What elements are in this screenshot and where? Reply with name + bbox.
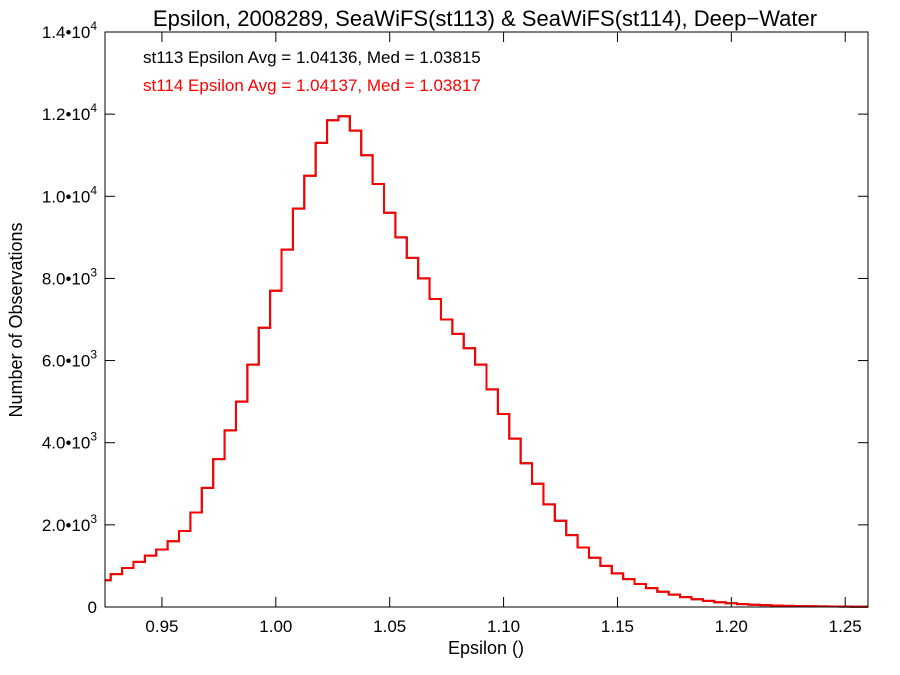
series-layer [105,115,868,608]
y-tick-label: 6.0•103 [42,348,98,371]
y-axis-label: Number of Observations [6,222,26,417]
plot-frame [104,31,869,608]
y-tick-label: 1.0•104 [42,183,98,206]
x-tick-label: 1.15 [601,617,634,636]
y-tick-label: 1.2•104 [42,101,98,124]
chart-title: Epsilon, 2008289, SeaWiFS(st113) & SeaWi… [153,6,817,31]
y-tick-label: 8.0•103 [42,265,98,288]
y-tick-label: 0 [88,598,97,617]
y-tick-label: 1.4•104 [42,19,98,42]
x-tick-label: 1.05 [373,617,406,636]
annotation-st113: st113 Epsilon Avg = 1.04136, Med = 1.038… [143,48,481,67]
x-tick-label: 1.00 [259,617,292,636]
series-line-st114 [105,115,868,608]
series-line-st113 [105,115,868,608]
x-tick-label: 1.25 [829,617,862,636]
y-tick-label: 4.0•103 [42,430,98,453]
y-tick-label: 2.0•103 [42,512,98,535]
y-axis-ticks: 0 2.0•103 4.0•103 6.0•103 8.0•103 1.0•104 1.2•… [42,19,868,617]
x-tick-label: 0.95 [145,617,178,636]
x-axis-ticks: 0.95 1.00 1.05 1.10 1.15 1.20 1.25 [145,32,862,636]
x-tick-label: 1.10 [487,617,520,636]
x-axis-label: Epsilon () [448,638,524,658]
annotation-st114: st114 Epsilon Avg = 1.04137, Med = 1.038… [143,76,481,95]
x-tick-label: 1.20 [715,617,748,636]
